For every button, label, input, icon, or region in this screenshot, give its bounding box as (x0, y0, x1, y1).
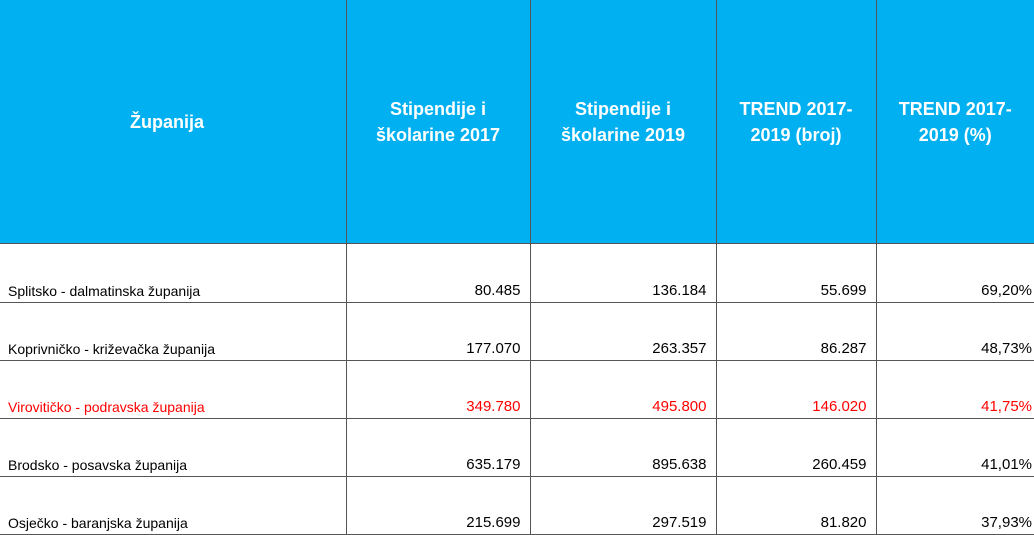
stip-2017-value: 177.070 (346, 302, 531, 361)
table-row: Osječko - baranjska županija 215.699 297… (0, 476, 1034, 535)
stip-2019-value: 297.519 (530, 476, 717, 535)
stip-2019-value: 895.638 (530, 418, 717, 477)
trend-pct-value: 37,93% (876, 476, 1034, 535)
table-row: Splitsko - dalmatinska županija 80.485 1… (0, 243, 1034, 303)
stip-2017-value: 349.780 (346, 360, 531, 419)
trend-pct-value: 41,75% (876, 360, 1034, 419)
stip-2017-value: 635.179 (346, 418, 531, 477)
header-trend-pct-label: TREND 2017-2019 (%) (898, 98, 1012, 145)
trend-pct-value: 69,20% (876, 243, 1034, 303)
stip-2019-value: 136.184 (530, 243, 717, 303)
header-trend-count: TREND 2017-2019 (broj) (716, 0, 877, 244)
header-stip-2019: Stipendije i školarine 2019 (530, 0, 717, 244)
county-name: Koprivničko - križevačka županija (0, 302, 347, 361)
trend-pct-value: 48,73% (876, 302, 1034, 361)
county-name: Brodsko - posavska županija (0, 418, 347, 477)
table-row: Koprivničko - križevačka županija 177.07… (0, 302, 1034, 361)
trend-count-value: 81.820 (716, 476, 877, 535)
stip-2019-value: 263.357 (530, 302, 717, 361)
header-trend-pct: TREND 2017-2019 (%) (876, 0, 1034, 244)
header-row: Županija Stipendije i školarine 2017 Sti… (0, 0, 1034, 244)
header-stip-2017: Stipendije i školarine 2017 (346, 0, 531, 244)
county-name: Osječko - baranjska županija (0, 476, 347, 535)
stip-2019-value: 495.800 (530, 360, 717, 419)
table-row: Brodsko - posavska županija 635.179 895.… (0, 418, 1034, 477)
county-name: Virovitičko - podravska županija (0, 360, 347, 419)
header-trend-count-label: TREND 2017-2019 (broj) (739, 98, 853, 145)
stip-2017-value: 215.699 (346, 476, 531, 535)
trend-pct-value: 41,01% (876, 418, 1034, 477)
header-stip-2017-label: Stipendije i školarine 2017 (375, 98, 501, 145)
trend-count-value: 260.459 (716, 418, 877, 477)
stip-2017-value: 80.485 (346, 243, 531, 303)
table-row-highlighted: Virovitičko - podravska županija 349.780… (0, 360, 1034, 419)
county-name: Splitsko - dalmatinska županija (0, 243, 347, 303)
trend-count-value: 55.699 (716, 243, 877, 303)
header-county: Županija (0, 0, 347, 244)
trend-count-value: 146.020 (716, 360, 877, 419)
header-stip-2019-label: Stipendije i školarine 2019 (560, 98, 686, 145)
trend-count-value: 86.287 (716, 302, 877, 361)
